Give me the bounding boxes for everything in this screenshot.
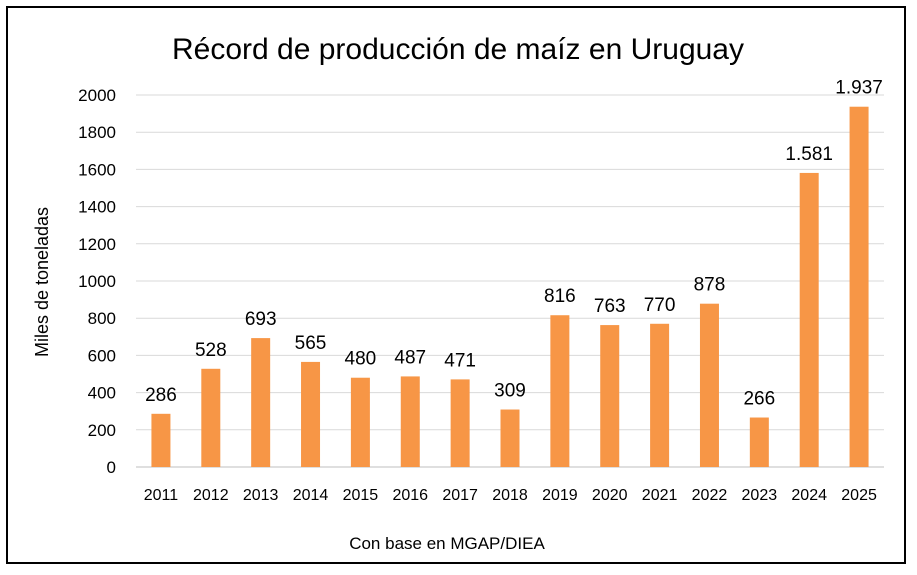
bar-2013 bbox=[251, 338, 271, 467]
x-tick-label: 2025 bbox=[841, 487, 877, 504]
data-label-2017: 471 bbox=[444, 350, 476, 371]
bar-2022 bbox=[699, 303, 719, 467]
y-tick-label: 0 bbox=[107, 458, 116, 477]
bar-2016 bbox=[400, 376, 420, 467]
bar-2024 bbox=[799, 172, 819, 467]
data-label-2023: 266 bbox=[743, 389, 775, 410]
x-axis-ticks: 2011 2012 2013 2014 2015 2016 2017 2018 2019 2020… bbox=[144, 487, 877, 504]
y-axis-ticks: 0 200 400 600 800 1000 1200 1400 1600 1800 2000 bbox=[78, 86, 116, 477]
y-tick-label: 1400 bbox=[78, 198, 116, 217]
bar-2012 bbox=[201, 368, 221, 467]
data-label-2020: 763 bbox=[594, 296, 626, 317]
data-label-2018: 309 bbox=[494, 381, 526, 402]
y-tick-label: 1200 bbox=[78, 235, 116, 254]
y-tick-label: 200 bbox=[88, 421, 116, 440]
bar-2023 bbox=[749, 417, 769, 467]
bar-2015 bbox=[350, 377, 370, 467]
y-tick-label: 1600 bbox=[78, 160, 116, 179]
x-tick-label: 2018 bbox=[492, 487, 528, 504]
y-tick-label: 800 bbox=[88, 309, 116, 328]
x-tick-label: 2015 bbox=[343, 487, 379, 504]
y-axis-label: Miles de toneladas bbox=[32, 207, 52, 357]
bar-2021 bbox=[650, 323, 670, 467]
bar-2017 bbox=[450, 379, 470, 467]
x-tick-label: 2022 bbox=[692, 487, 728, 504]
bars bbox=[151, 106, 869, 467]
data-label-2025: 1.937 bbox=[835, 78, 883, 99]
bar-2014 bbox=[301, 361, 321, 467]
y-tick-label: 1800 bbox=[78, 123, 116, 142]
x-tick-label: 2024 bbox=[791, 487, 827, 504]
data-label-2014: 565 bbox=[295, 333, 327, 354]
x-tick-label: 2021 bbox=[642, 487, 678, 504]
x-tick-label: 2020 bbox=[592, 487, 628, 504]
x-tick-label: 2019 bbox=[542, 487, 578, 504]
x-tick-label: 2016 bbox=[392, 487, 428, 504]
bar-2020 bbox=[600, 325, 620, 467]
x-tick-label: 2017 bbox=[442, 487, 478, 504]
data-label-2011: 286 bbox=[145, 385, 177, 406]
chart-title: Récord de producción de maíz en Uruguay bbox=[172, 33, 744, 66]
x-tick-label: 2013 bbox=[243, 487, 279, 504]
data-label-2015: 480 bbox=[345, 349, 377, 370]
data-label-2013: 693 bbox=[245, 309, 277, 330]
x-tick-label: 2014 bbox=[293, 487, 329, 504]
bar-2018 bbox=[500, 409, 520, 467]
y-tick-label: 2000 bbox=[78, 86, 116, 105]
source-note: Con base en MGAP/DIEA bbox=[349, 534, 545, 553]
data-label-2022: 878 bbox=[694, 275, 726, 296]
bar-2011 bbox=[151, 413, 171, 467]
data-labels: 286 528 693 565 480 487 471 309 816 763 770 878 266 1… bbox=[145, 78, 883, 410]
bar-2025 bbox=[849, 106, 869, 467]
data-label-2016: 487 bbox=[394, 347, 426, 368]
data-label-2019: 816 bbox=[544, 286, 576, 307]
x-tick-label: 2012 bbox=[193, 487, 229, 504]
data-label-2021: 770 bbox=[644, 295, 676, 316]
x-tick-label: 2011 bbox=[144, 487, 179, 504]
x-tick-label: 2023 bbox=[742, 487, 778, 504]
chart-frame bbox=[6, 6, 906, 564]
y-tick-label: 1000 bbox=[78, 272, 116, 291]
y-tick-label: 600 bbox=[88, 346, 116, 365]
data-label-2012: 528 bbox=[195, 340, 227, 361]
y-tick-label: 400 bbox=[88, 384, 116, 403]
data-label-2024: 1.581 bbox=[785, 144, 833, 165]
bar-2019 bbox=[550, 315, 570, 467]
